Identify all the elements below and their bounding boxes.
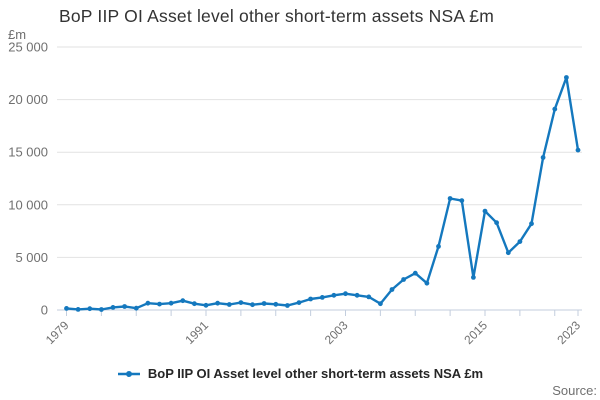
data-point bbox=[424, 280, 430, 286]
source-label: Source: bbox=[552, 383, 597, 398]
data-point bbox=[226, 302, 232, 307]
data-point bbox=[494, 220, 499, 226]
data-point bbox=[552, 106, 558, 112]
data-point bbox=[366, 294, 372, 300]
data-point bbox=[238, 300, 244, 305]
data-point bbox=[273, 301, 279, 307]
data-point bbox=[261, 301, 267, 306]
data-line bbox=[65, 76, 580, 311]
data-point bbox=[250, 302, 255, 308]
data-point bbox=[110, 305, 116, 310]
data-point bbox=[564, 75, 569, 80]
x-tick-label: 2023 bbox=[554, 318, 583, 347]
data-point bbox=[157, 301, 162, 307]
chart-title: BoP IIP OI Asset level other short-term … bbox=[59, 6, 494, 26]
data-point bbox=[389, 287, 395, 292]
y-tick-label: 10 000 bbox=[8, 197, 48, 212]
y-tick-label: 20 000 bbox=[8, 92, 48, 107]
data-point bbox=[378, 301, 383, 307]
data-point bbox=[482, 208, 488, 214]
legend-label: BoP IIP OI Asset level other short-term … bbox=[147, 366, 484, 381]
data-point bbox=[99, 307, 104, 312]
y-tick-label: 0 bbox=[41, 303, 48, 318]
data-point bbox=[505, 250, 511, 256]
y-tick-label: 15 000 bbox=[8, 145, 48, 160]
legend-line-marker bbox=[117, 370, 140, 377]
data-point bbox=[401, 277, 406, 282]
data-point bbox=[203, 302, 209, 308]
data-point bbox=[412, 270, 418, 276]
data-point bbox=[168, 300, 174, 306]
data-point bbox=[471, 275, 476, 280]
data-point bbox=[308, 296, 313, 302]
y-axis-unit-label: £m bbox=[8, 27, 27, 42]
data-point bbox=[540, 155, 546, 160]
x-tick-label: 1991 bbox=[182, 318, 211, 347]
x-tick-label: 2003 bbox=[322, 318, 351, 347]
data-point bbox=[319, 295, 325, 300]
data-point bbox=[122, 304, 127, 309]
data-point bbox=[64, 306, 69, 311]
data-point bbox=[192, 301, 197, 307]
data-point bbox=[180, 298, 186, 304]
data-point bbox=[296, 300, 302, 305]
data-point bbox=[215, 300, 221, 306]
data-point bbox=[575, 147, 581, 153]
data-point bbox=[145, 300, 151, 306]
y-tick-label: 5 000 bbox=[15, 250, 48, 265]
legend: BoP IIP OI Asset level other short-term … bbox=[0, 366, 600, 381]
y-tick-label: 25 000 bbox=[8, 40, 48, 55]
data-point bbox=[285, 303, 290, 308]
data-point bbox=[517, 239, 523, 245]
data-point bbox=[529, 221, 534, 227]
data-point bbox=[354, 292, 360, 298]
data-point bbox=[436, 244, 441, 249]
x-tick-label: 2015 bbox=[461, 318, 490, 347]
data-point bbox=[331, 292, 337, 298]
data-point bbox=[447, 196, 453, 201]
data-point bbox=[87, 306, 93, 312]
data-point bbox=[75, 307, 81, 312]
data-point bbox=[343, 291, 348, 297]
data-point bbox=[133, 305, 139, 311]
data-point bbox=[459, 198, 465, 204]
x-tick-label: 1979 bbox=[43, 318, 72, 347]
